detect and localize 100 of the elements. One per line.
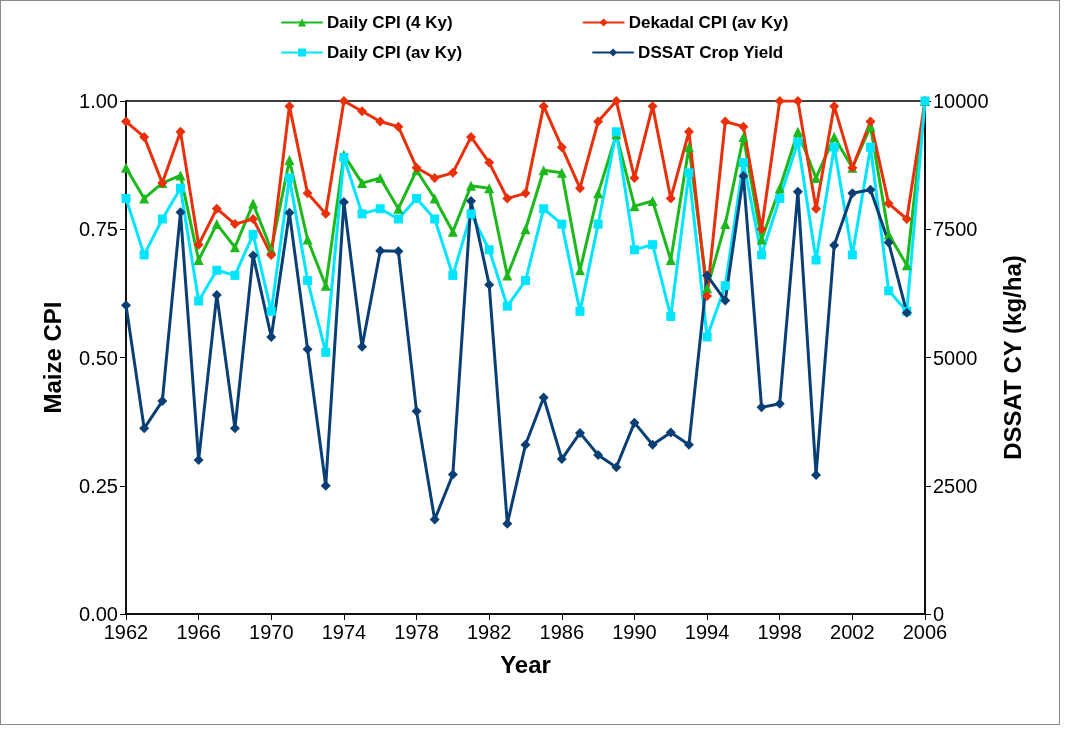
point [157,396,168,407]
x-tick-label: 1994 [684,621,730,643]
x-tick-label: 1966 [176,621,221,643]
y2-tick-label: 5000 [933,346,978,369]
x-tick-label: 1990 [612,621,657,643]
point [884,286,894,296]
y-tick-label: 0.25 [79,474,118,497]
y-tick-label: 0.50 [79,346,118,369]
point [629,245,639,255]
point [139,193,150,204]
point [720,116,731,127]
point [502,193,513,204]
point [447,167,458,178]
point [211,289,222,300]
point [520,188,531,199]
x-tick-label: 1974 [321,621,367,643]
point [284,173,294,183]
point [702,283,713,294]
point [720,295,731,306]
point [883,198,894,209]
point [375,245,386,256]
point [357,209,367,219]
point [593,116,604,127]
point [484,279,495,290]
point [320,208,331,219]
point [447,469,458,480]
point [756,402,767,413]
y2-tick-label: 7500 [933,218,978,241]
y2-tick-label: 2500 [933,474,978,497]
legend-label: Daily CPI (av Ky) [327,43,463,62]
point [393,203,404,214]
y-tick-label: 0.75 [79,218,118,241]
point [393,246,404,257]
point [229,423,240,434]
y-tick-label: 1.00 [79,90,118,112]
point [866,142,876,152]
point [865,184,876,195]
point [338,96,349,106]
point [665,427,676,438]
point [811,172,822,183]
point [248,213,259,224]
x-tick-label: 1978 [394,621,439,643]
point [793,137,803,147]
point [556,454,567,465]
point [593,188,604,199]
point [775,193,785,203]
point [593,449,604,460]
point [484,245,494,255]
point [229,242,240,253]
y2-tick-label: 10000 [933,90,989,112]
point [302,234,313,245]
point [520,439,531,450]
point [774,96,785,106]
point [683,126,694,137]
point [121,162,131,173]
point [738,158,748,168]
y2-axis-title: DSSAT CY (kg/ha) [998,255,1026,460]
point [303,276,313,286]
point [375,172,386,183]
point [738,131,749,142]
point [666,311,676,321]
point [484,157,495,168]
x-tick-label: 1970 [249,621,294,643]
point [738,121,749,132]
point [556,142,567,153]
point [266,306,276,316]
point [302,188,313,199]
point [212,265,222,275]
point [683,142,694,153]
point [393,121,404,132]
point [429,193,440,204]
point [629,201,640,212]
point [429,172,440,183]
point [611,96,622,106]
point [321,347,331,357]
point [357,178,368,189]
point [738,170,749,181]
point [284,154,295,165]
point [629,417,640,428]
point [193,455,204,466]
point [538,392,549,403]
point [502,301,512,311]
point [447,226,458,237]
point [774,183,785,194]
point [539,204,549,214]
x-tick-label: 2002 [830,621,875,643]
point [393,214,403,224]
x-tick-label: 1998 [757,621,802,643]
point [448,270,458,280]
point [229,219,240,230]
point [466,131,477,142]
point [157,214,167,224]
point [466,209,476,219]
x-tick-label: 1986 [539,621,585,643]
point [683,439,694,450]
point [792,126,803,137]
legend-label: Dekadal CPI (av Ky) [628,13,789,32]
point [430,214,440,224]
point [466,180,477,191]
point [811,255,821,265]
